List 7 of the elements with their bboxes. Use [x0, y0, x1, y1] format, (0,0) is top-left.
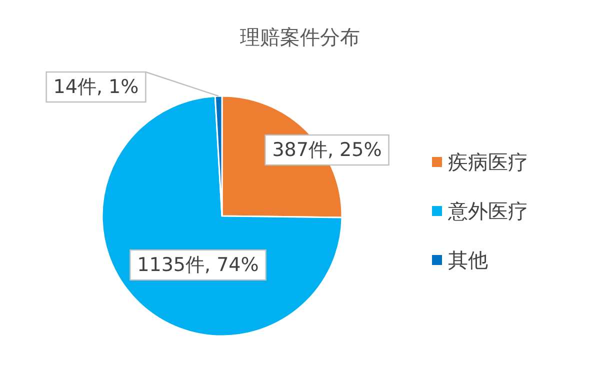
legend-label: 疾病医疗	[448, 150, 528, 174]
legend-label: 意外医疗	[447, 199, 528, 223]
data-label: 387件, 25%	[272, 139, 382, 161]
legend-label: 其他	[448, 248, 488, 272]
data-label: 14件, 1%	[53, 76, 139, 98]
data-label: 1135件, 74%	[137, 254, 259, 276]
chart-title: 理赔案件分布	[240, 25, 360, 49]
